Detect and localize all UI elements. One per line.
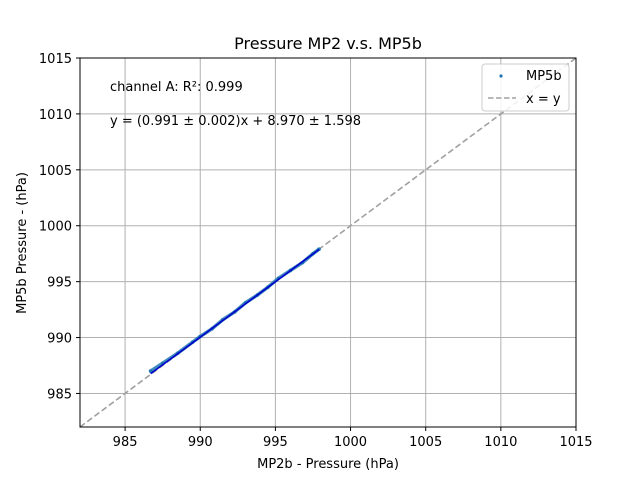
plot-frame — [79, 57, 577, 428]
y-tick-label: 985 — [47, 387, 72, 402]
scatter-point — [148, 369, 153, 373]
x-axis-label: MP2b - Pressure (hPa) — [257, 457, 399, 472]
y-tick-label: 990 — [47, 332, 72, 347]
fit-line — [150, 248, 320, 375]
legend-marker-mp5b — [499, 74, 503, 78]
plot-data — [80, 58, 576, 427]
legend-box — [481, 63, 570, 112]
y-tick-label: 1000 — [39, 220, 72, 235]
y-tick-label: 995 — [47, 276, 72, 291]
annotation-r-squared: channel A: R²: 0.999 — [110, 80, 243, 95]
y-axis-label: MP5b Pressure - (hPa) — [15, 172, 30, 314]
y-tick-label: 1005 — [39, 164, 72, 179]
y-tick-label: 1010 — [39, 108, 72, 123]
legend-label-mp5b: MP5b — [526, 69, 562, 84]
x-tick-label: 995 — [263, 435, 288, 450]
legend: MP5b x = y — [481, 63, 570, 112]
legend-label-identity: x = y — [526, 92, 561, 107]
x-tick-label: 1015 — [559, 435, 592, 450]
axis-ticks: 985 990 995 1000 1005 1010 1015 985 990 995 1000 10… — [39, 52, 593, 450]
y-tick-label: 1015 — [39, 52, 72, 67]
x-tick-label: 1005 — [409, 435, 442, 450]
x-tick-label: 990 — [188, 435, 213, 450]
x-tick-label: 1000 — [334, 435, 367, 450]
chart-title: Pressure MP2 v.s. MP5b — [234, 34, 422, 53]
x-tick-label: 1010 — [484, 435, 517, 450]
x-tick-label: 985 — [113, 435, 138, 450]
annotation-fit-equation: y = (0.991 ± 0.002)x + 8.970 ± 1.598 — [110, 114, 361, 129]
